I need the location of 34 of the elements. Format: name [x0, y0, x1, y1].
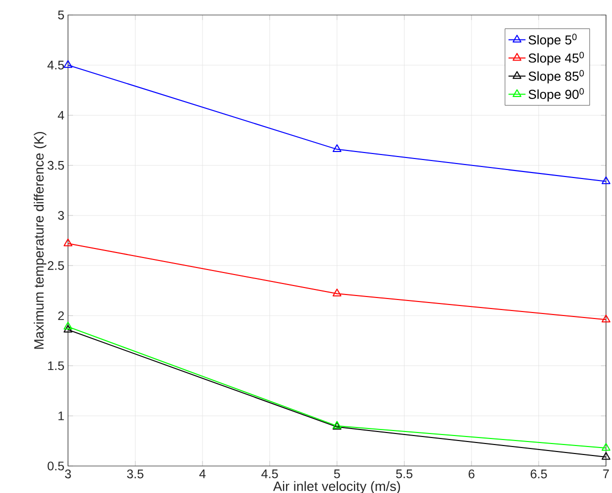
y-tick-label: 5	[58, 10, 64, 20]
x-tick-label: 7	[603, 470, 609, 478]
x-tick-label: 3.5	[127, 470, 144, 478]
point	[602, 314, 610, 322]
x-tick-label: 3	[65, 470, 71, 478]
y-tick-label: 4.5	[47, 60, 64, 70]
point	[64, 60, 72, 68]
y-axis-title: Maximum temperature difference (K)	[34, 132, 46, 349]
point	[64, 322, 72, 330]
point	[602, 452, 610, 460]
y-tick-label: 1.5	[48, 361, 64, 370]
point	[332, 288, 342, 296]
point	[332, 144, 342, 152]
point	[64, 238, 72, 246]
legend-label: Slope 90$^{0}$	[528, 88, 584, 102]
legend-label: Slope 85$^{0}$	[528, 70, 584, 84]
x-tick-label: 5.5	[396, 470, 412, 478]
y-tick-label: 0.5	[48, 462, 64, 470]
y-tick-label: 2	[58, 311, 64, 320]
y-tick-label: 4	[58, 110, 64, 120]
y-tick-label: 2.5	[48, 261, 64, 270]
legend-label: Slope 45$^{0}$	[528, 52, 584, 66]
y-tick-label: 3	[58, 211, 64, 220]
x-tick-label: 6.5	[530, 470, 547, 478]
point	[602, 442, 610, 451]
y-tick-label: 1	[58, 412, 64, 420]
legend-label: Slope 5$^{0}$	[528, 34, 577, 48]
x-tick-label: 5	[334, 470, 340, 478]
y-tick-label: 3.5	[48, 160, 64, 170]
x-tick-label: 6	[468, 470, 474, 478]
point	[602, 176, 610, 184]
x-tick-label: 4.5	[261, 470, 278, 478]
x-tick-label: 4	[199, 470, 206, 478]
point	[64, 324, 72, 332]
